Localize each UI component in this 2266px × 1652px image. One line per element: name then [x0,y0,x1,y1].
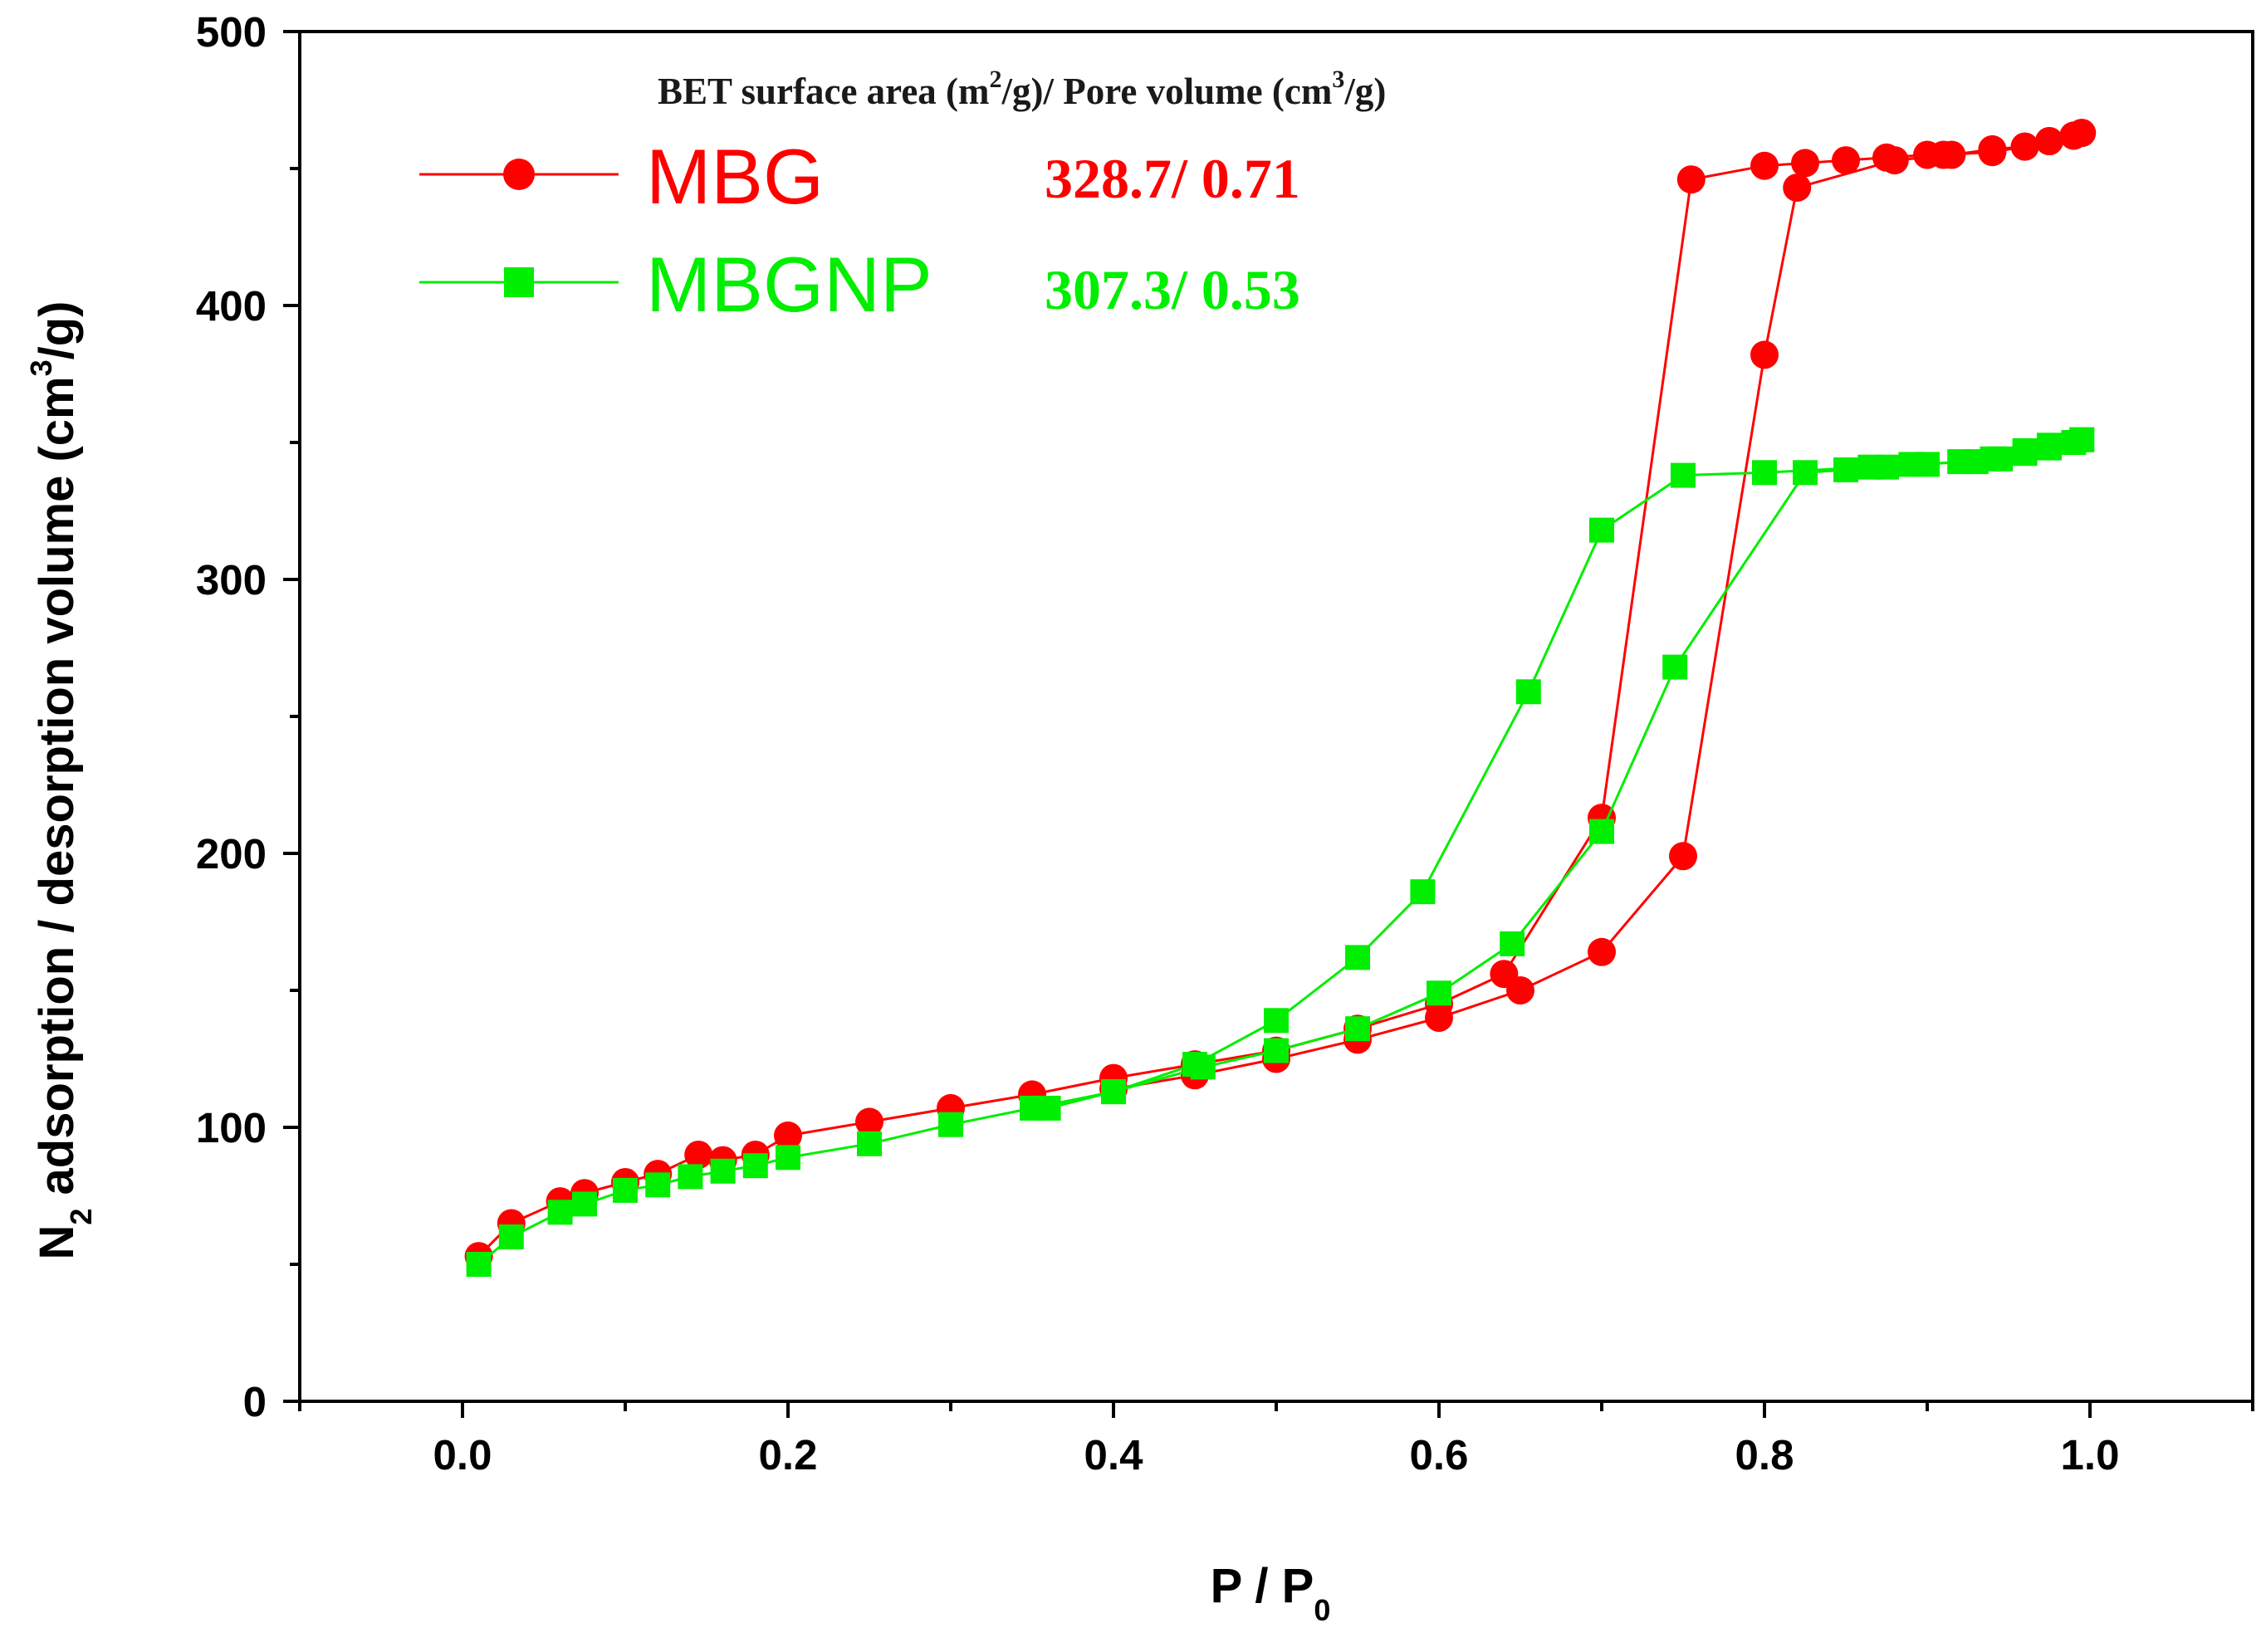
mbgnp-adsorption-point [547,1200,573,1225]
mbg-desorption-point [2059,121,2088,150]
axis-ticks: 0.0 0.2 0.4 0.6 0.8 1.0 0 100 200 300 400 500 [196,8,2254,1478]
mbgnp-desorption-line [1048,438,2082,1110]
mbgnp-desorption-point [1988,446,2014,472]
mbgnp-adsorption-point [1793,460,1818,486]
mbg-desorption-point [1669,842,1697,871]
mbgnp-desorption-point [1752,460,1777,486]
mbgnp-desorption-point [1589,517,1614,543]
mbgnp-adsorption-point [938,1112,963,1137]
mbg-desorption-point [1506,976,1534,1004]
x-tick-label: 0.8 [1735,1431,1794,1478]
legend-header: BET surface area (m2/g)/ Pore volume (cm… [658,66,1386,112]
mbgnp-desorption-point [1035,1095,1061,1121]
mbgnp-desorption-point [2069,427,2095,452]
x-tick-label: 0.2 [759,1431,818,1478]
mbg-desorption-point [1783,174,1812,203]
series-layer [464,119,2097,1277]
x-axis-title: P / P0 [1211,1559,1331,1627]
mbg-adsorption-point [684,1141,713,1169]
x-tick-label: 0.4 [1084,1431,1144,1478]
mbg-desorption-point [1937,140,1966,169]
mbgnp-desorption-point [1345,945,1370,970]
y-tick-label: 400 [196,282,267,330]
y-tick-label: 100 [196,1104,267,1151]
mbgnp-adsorption-point [1662,654,1688,680]
mbgnp-adsorption-point [466,1252,492,1277]
mbgnp-adsorption-point [1833,457,1858,482]
y-tick-label: 500 [196,8,267,56]
mbg-adsorption-point [1750,151,1779,180]
x-tick-label: 0.6 [1410,1431,1469,1478]
x-tick-label: 1.0 [2061,1431,2120,1478]
mbgnp-desorption-point [2037,433,2062,458]
mbgnp-adsorption-point [678,1164,703,1190]
mbg-desorption-point [1588,937,1616,966]
mbgnp-adsorption-point [1427,980,1451,1006]
mbg-adsorption-point [1791,149,1819,178]
legend-value-mbg: 328.7/ 0.71 [1045,147,1300,210]
mbgnp-desorption-point [1963,449,1989,475]
mbgnp-adsorption-point [742,1153,768,1179]
mbgnp-desorption-point [1101,1079,1126,1105]
mbg-desorption-point [1425,1004,1453,1032]
mbgnp-desorption-point [1857,454,1883,480]
legend-name-mbg: MBG [646,133,824,220]
mbg-desorption-point [1880,146,1909,175]
y-tick-label: 200 [196,830,267,877]
mbgnp-desorption-point [1182,1052,1207,1078]
mbg-desorption-point [2035,127,2063,155]
legend-name-mbgnp: MBGNP [646,241,932,328]
mbgnp-desorption-point [2012,437,2038,463]
mbgnp-desorption-point [1410,879,1436,905]
mbgnp-adsorption-point [1500,931,1525,956]
legend-header-sup1: 2 [990,66,1002,93]
mbgnp-adsorption-point [1589,819,1614,844]
mbgnp-adsorption-point [613,1177,638,1203]
mbgnp-adsorption-line [477,438,2082,1266]
mbg-desorption-point [2010,132,2039,161]
y-axis-title: N2 adsorption / desorption volume (cm3/g… [24,301,98,1259]
mbg-adsorption-point [855,1107,883,1136]
mbg-desorption-point [1750,340,1779,369]
y-tick-label: 300 [196,556,267,604]
x-tick-label: 0.0 [433,1431,492,1478]
mbgnp-desorption-point [1515,679,1541,705]
mbgnp-desorption-point [1898,452,1924,477]
mbgnp-adsorption-point [857,1131,882,1156]
y-tick-label: 0 [243,1378,267,1425]
mbgnp-desorption-point [1264,1008,1289,1034]
x-axis-title-subscript: 0 [1314,1593,1330,1627]
mbgnp-adsorption-point [645,1172,671,1198]
mbgnp-desorption-point [1671,462,1696,488]
legend-value-mbgnp: 307.3/ 0.53 [1045,258,1300,321]
mbg-adsorption-point [1676,165,1706,194]
mbgnp-adsorption-point [1264,1038,1289,1063]
y-axis-title-subscript: 2 [64,1209,98,1225]
mbg-desorption-point [1978,134,2007,164]
mbg-adsorption-point [774,1121,802,1150]
legend-marker-mbgnp [504,267,534,297]
legend-header-sup2: 3 [1332,66,1344,93]
y-axis-title-superscript: 3 [24,359,58,376]
mbgnp-adsorption-point [572,1191,597,1217]
mbgnp-adsorption-point [776,1145,800,1171]
mbgnp-adsorption-point [710,1158,736,1184]
mbg-adsorption-point [1832,146,1860,175]
legend-marker-mbg [503,159,535,190]
mbgnp-adsorption-point [1345,1016,1370,1042]
mbgnp-adsorption-point [498,1224,524,1249]
